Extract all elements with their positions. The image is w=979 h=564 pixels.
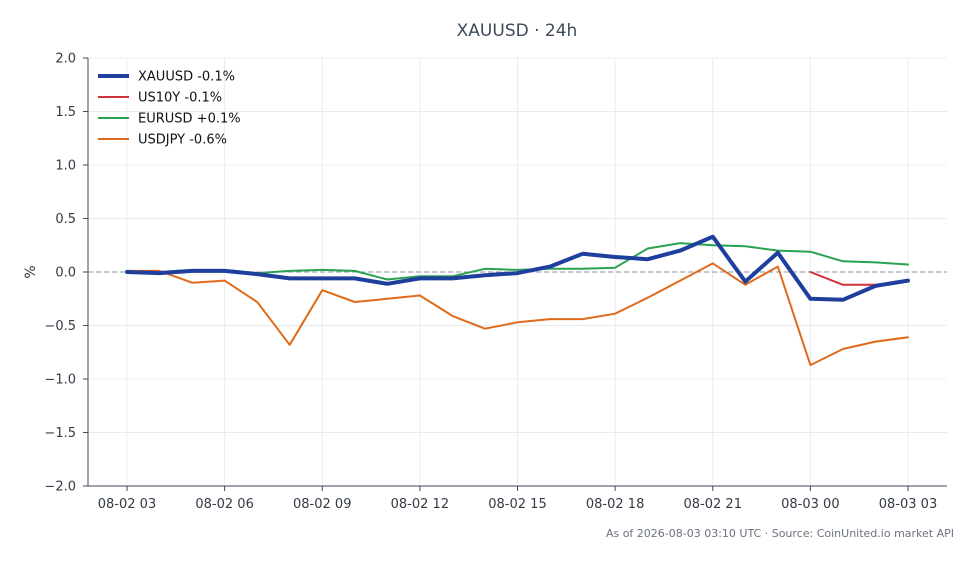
x-tick-label: 08-03 03 — [879, 497, 937, 512]
x-axis-ticks: 08-02 03 08-02 06 08-02 09 08-02 12 08-02 15… — [98, 486, 937, 512]
y-axis-label: % — [23, 265, 39, 278]
y-tick-label: −1.0 — [44, 373, 76, 388]
series-line-xauusd — [125, 234, 910, 302]
x-tick-label: 08-03 00 — [781, 497, 839, 512]
series-line-usdjpy — [126, 262, 909, 367]
chart-title: XAUUSD · 24h — [457, 21, 578, 41]
legend-label-xauusd: XAUUSD -0.1% — [138, 70, 235, 85]
y-tick-label: 1.0 — [55, 159, 76, 174]
x-tick-label: 08-02 09 — [293, 497, 351, 512]
footer-note: As of 2026-08-03 03:10 UTC · Source: Coi… — [606, 527, 954, 540]
x-tick-label: 08-02 03 — [98, 497, 156, 512]
y-axis-ticks: 2.0 1.5 1.0 0.5 0.0 −0.5 −1.0 −1.5 −2.0 — [44, 52, 88, 495]
x-tick-label: 08-02 12 — [391, 497, 449, 512]
legend: XAUUSD -0.1% US10Y -0.1% EURUSD +0.1% USDJP… — [98, 70, 241, 148]
y-tick-label: −1.5 — [44, 426, 76, 441]
legend-label-usdjpy: USDJPY -0.6% — [138, 133, 227, 148]
y-tick-label: −2.0 — [44, 480, 76, 495]
legend-label-us10y: US10Y -0.1% — [138, 91, 222, 106]
x-tick-label: 08-02 18 — [586, 497, 644, 512]
y-tick-label: 0.0 — [55, 266, 76, 281]
y-tick-label: 0.5 — [55, 212, 76, 227]
x-tick-label: 08-02 06 — [195, 497, 253, 512]
x-tick-label: 08-02 15 — [488, 497, 546, 512]
x-tick-label: 08-02 21 — [684, 497, 742, 512]
legend-label-eurusd: EURUSD +0.1% — [138, 112, 241, 127]
y-tick-label: 2.0 — [55, 52, 76, 67]
y-tick-label: −0.5 — [44, 319, 76, 334]
series-layer — [125, 234, 910, 367]
y-tick-label: 1.5 — [55, 105, 76, 120]
